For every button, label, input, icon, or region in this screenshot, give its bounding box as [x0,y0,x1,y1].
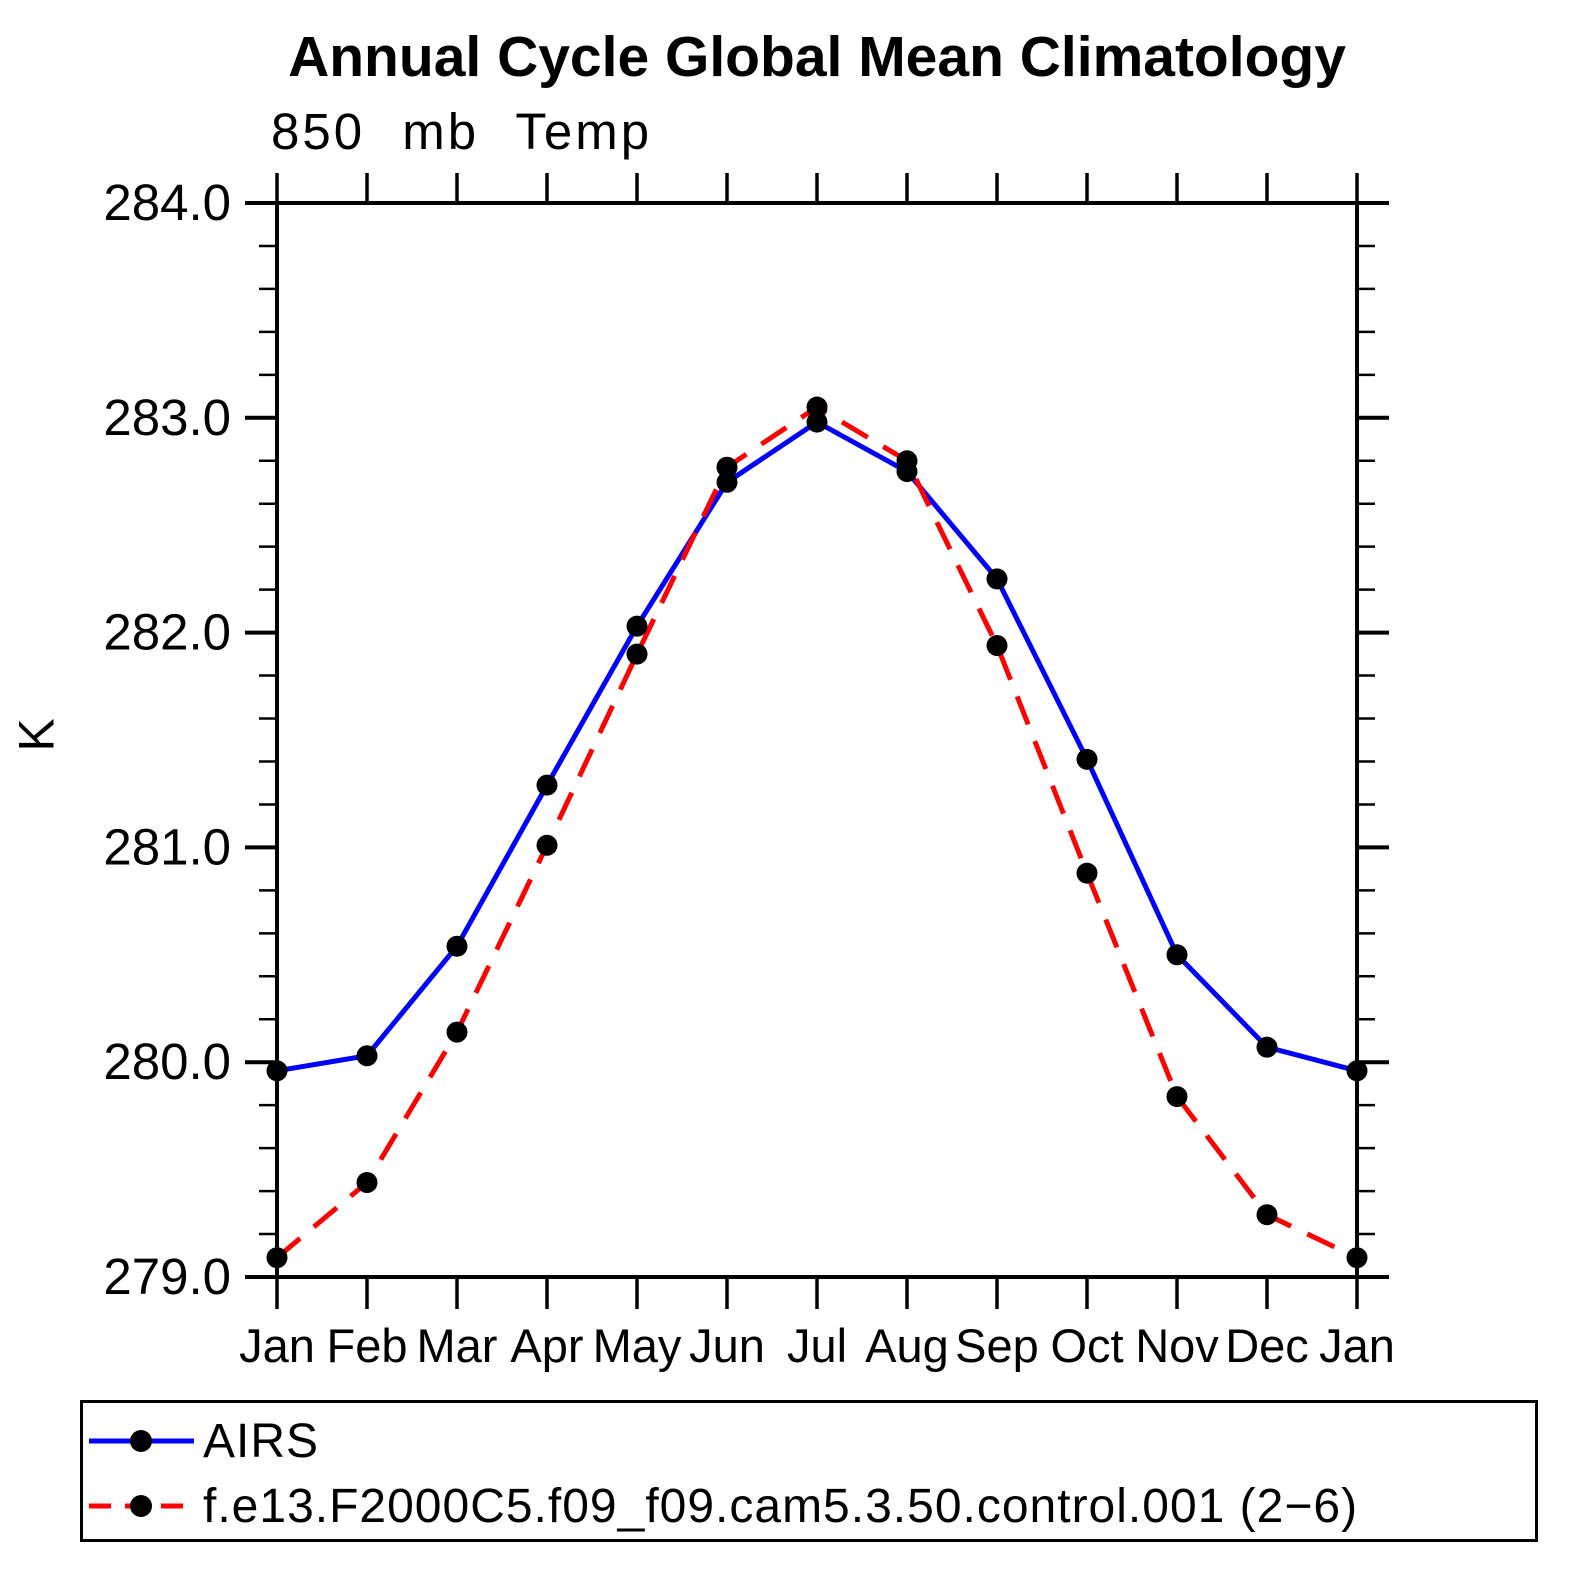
data-point-marker-model [716,456,738,478]
legend-row-airs: AIRS [89,1411,319,1471]
legend-label-airs: AIRS [203,1414,320,1468]
data-point-marker-model [806,396,828,418]
x-tick-label: Dec [1225,1319,1309,1372]
data-point-marker-airs [1166,944,1188,966]
y-tick-label: 282.0 [103,604,231,661]
x-tick-label: Jul [787,1319,847,1372]
data-point-marker-model [986,634,1008,656]
series-line-airs [276,419,1358,1074]
data-point-marker-model [1346,1247,1368,1269]
data-point-marker-airs [626,615,648,637]
data-point-marker-model [896,450,918,472]
data-point-marker-model [446,1021,468,1043]
x-tick-label: Jan [1319,1319,1395,1372]
legend-line-sample-model [89,1495,194,1517]
x-tick-label: Mar [417,1319,498,1372]
data-point-marker-airs [266,1060,288,1082]
series-line-model [275,404,1359,1260]
y-tick-label: 279.0 [103,1248,231,1305]
legend-box: AIRS f.e13.F2000C5.f09_f09.cam5.3.50.con… [80,1400,1538,1542]
data-point-marker-airs [716,471,738,493]
data-point-marker-airs [1256,1036,1278,1058]
data-point-marker-model [356,1171,378,1193]
legend-label-model: f.e13.F2000C5.f09_f09.cam5.3.50.control.… [203,1479,1359,1533]
y-tick-label: 284.0 [103,174,231,231]
y-tick-label: 281.0 [103,818,231,875]
chart-title: Annual Cycle Global Mean Climatology [288,25,1346,89]
data-point-marker-airs [356,1045,378,1067]
data-point-marker-airs [1076,748,1098,770]
data-point-marker-airs [1346,1060,1368,1082]
legend-marker-dot-icon [130,1430,152,1452]
chart-subtitle: 850 mb Temp [271,103,653,160]
data-point-marker-model [1256,1204,1278,1226]
plot-frame [275,201,1359,1279]
x-tick-label: Feb [327,1319,408,1372]
data-point-marker-airs [446,935,468,957]
data-point-marker-model [1076,862,1098,884]
legend-row-model: f.e13.F2000C5.f09_f09.cam5.3.50.control.… [89,1476,1358,1536]
x-tick-label: Jun [689,1319,765,1372]
data-point-marker-airs [806,411,828,433]
x-tick-label: Nov [1135,1319,1219,1372]
data-point-marker-model [266,1247,288,1269]
x-tick-label: Jan [239,1319,315,1372]
data-point-marker-model [626,643,648,665]
x-tick-label: Apr [510,1319,583,1372]
data-point-marker-model [536,834,558,856]
y-tick-label: 283.0 [103,389,231,446]
data-point-marker-model [1166,1086,1188,1108]
y-tick-label: 280.0 [103,1033,231,1090]
x-tick-label: Sep [955,1319,1039,1372]
x-tick-label: Aug [865,1319,949,1372]
x-tick-label: Oct [1050,1319,1123,1372]
legend-marker-dot-icon [130,1495,152,1517]
data-point-marker-airs [536,774,558,796]
data-point-marker-airs [986,568,1008,590]
x-tick-label: May [593,1319,682,1372]
legend-line-sample-airs [89,1430,194,1452]
